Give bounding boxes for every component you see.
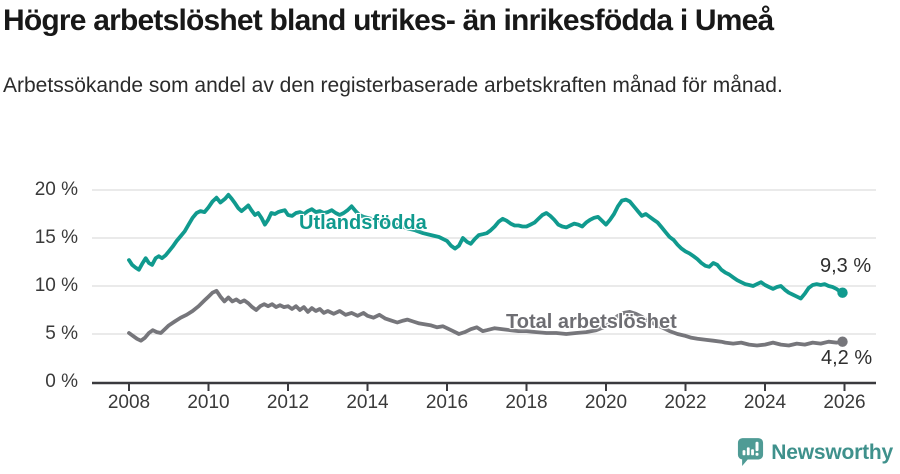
end-value-utlandsfodda: 9,3 % — [820, 255, 872, 277]
series-label-total-arbetsloshet: Total arbetslöshet — [506, 311, 677, 333]
newsworthy-wordmark: Newsworthy — [771, 440, 893, 464]
x-tick-2008: 2008 — [107, 392, 151, 413]
newsworthy-logo: Newsworthy — [737, 437, 893, 468]
x-tick-2022: 2022 — [664, 392, 707, 413]
x-tick-2016: 2016 — [425, 392, 469, 413]
series-label-utlandsfodda: Utlandsfödda — [299, 212, 427, 234]
x-tick-2012: 2012 — [266, 392, 310, 413]
y-tick-5: 5 % — [45, 323, 78, 344]
y-tick-15: 15 % — [34, 227, 78, 248]
y-tick-0: 0 % — [45, 371, 78, 392]
y-tick-20: 20 % — [34, 179, 78, 200]
x-tick-2018: 2018 — [505, 392, 548, 413]
chart-subtitle: Arbetssökande som andel av den registerb… — [3, 74, 783, 97]
end-value-total-arbetsloshet: 4,2 % — [821, 347, 873, 369]
x-tick-2010: 2010 — [187, 392, 230, 413]
page-title: Högre arbetslöshet bland utrikes- än inr… — [3, 4, 774, 37]
newsworthy-speech-bubble-icon — [738, 438, 764, 466]
x-tick-2026: 2026 — [823, 392, 866, 413]
x-tick-2020: 2020 — [584, 392, 628, 413]
y-tick-10: 10 % — [34, 275, 78, 296]
x-tick-2014: 2014 — [346, 392, 389, 413]
x-tick-2024: 2024 — [743, 392, 787, 413]
